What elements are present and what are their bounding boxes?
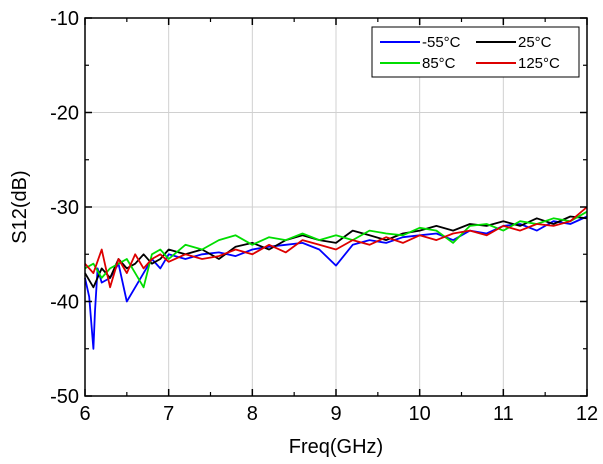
series-layer <box>84 206 588 350</box>
legend-label: -55°C <box>422 34 461 51</box>
legend-box <box>371 26 580 78</box>
y-tick-label: -10 <box>50 8 79 30</box>
x-tick-label: 12 <box>576 403 598 425</box>
y-tick-label: -50 <box>50 386 79 408</box>
y-tick-label: -40 <box>50 292 79 314</box>
legend-label: 125°C <box>518 55 560 72</box>
legend-label: 85°C <box>422 55 456 72</box>
y-tick-label: -20 <box>50 103 79 125</box>
legend: -55°C 25°C 85°C 125°C <box>371 26 580 78</box>
x-axis-label: Freq(GHz) <box>289 436 383 458</box>
y-tick-label: -30 <box>50 197 79 219</box>
x-tick-label: 11 <box>493 403 514 425</box>
legend-label: 25°C <box>518 34 552 51</box>
x-tick-label: 7 <box>163 403 174 425</box>
x-tick-label: 6 <box>79 403 90 425</box>
y-axis-label: S12(dB) <box>9 170 31 243</box>
grid <box>85 18 587 396</box>
x-tick-label: 9 <box>330 403 341 425</box>
series-line-3 <box>84 210 588 289</box>
ticks: 6 7 8 9 10 11 12 -50 -40 -30 -20 -10 <box>50 8 598 425</box>
x-tick-label: 10 <box>409 403 431 425</box>
series-line-4 <box>84 206 588 289</box>
x-tick-label: 8 <box>247 403 258 425</box>
